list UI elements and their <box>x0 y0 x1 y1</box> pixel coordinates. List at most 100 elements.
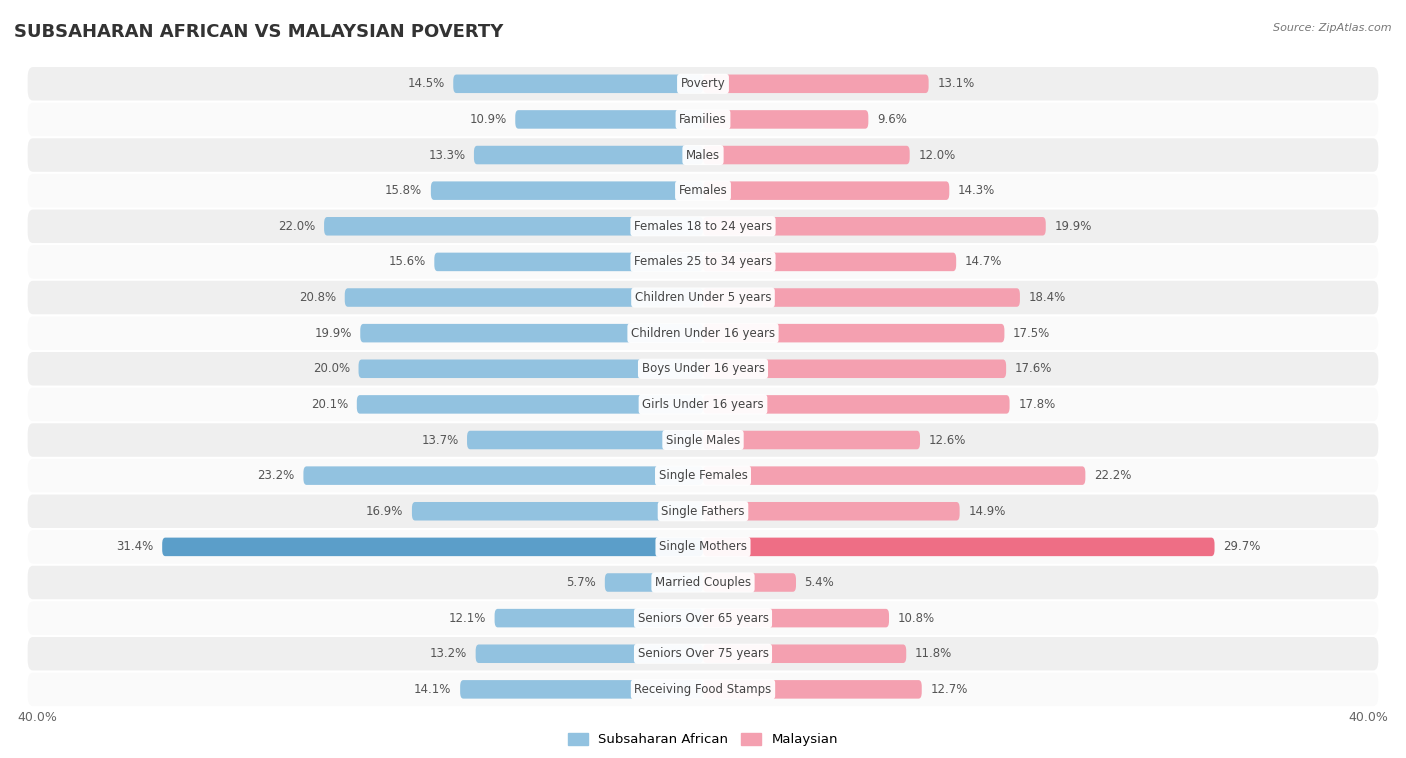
Text: 16.9%: 16.9% <box>366 505 404 518</box>
Text: 14.9%: 14.9% <box>969 505 1005 518</box>
Text: 31.4%: 31.4% <box>117 540 153 553</box>
Text: 17.8%: 17.8% <box>1018 398 1056 411</box>
FancyBboxPatch shape <box>430 181 703 200</box>
Text: Single Mothers: Single Mothers <box>659 540 747 553</box>
FancyBboxPatch shape <box>162 537 703 556</box>
Text: 10.8%: 10.8% <box>897 612 935 625</box>
Text: Single Males: Single Males <box>666 434 740 446</box>
FancyBboxPatch shape <box>605 573 703 592</box>
Text: 22.0%: 22.0% <box>278 220 315 233</box>
Text: 13.1%: 13.1% <box>938 77 974 90</box>
Text: 14.3%: 14.3% <box>957 184 995 197</box>
FancyBboxPatch shape <box>434 252 703 271</box>
FancyBboxPatch shape <box>703 110 869 129</box>
FancyBboxPatch shape <box>28 102 1378 136</box>
FancyBboxPatch shape <box>475 644 703 663</box>
Text: 14.1%: 14.1% <box>415 683 451 696</box>
FancyBboxPatch shape <box>28 387 1378 421</box>
FancyBboxPatch shape <box>28 67 1378 101</box>
Text: 11.8%: 11.8% <box>915 647 952 660</box>
Text: 22.2%: 22.2% <box>1094 469 1132 482</box>
FancyBboxPatch shape <box>703 74 928 93</box>
Text: Girls Under 16 years: Girls Under 16 years <box>643 398 763 411</box>
FancyBboxPatch shape <box>703 466 1085 485</box>
FancyBboxPatch shape <box>28 423 1378 457</box>
FancyBboxPatch shape <box>28 494 1378 528</box>
FancyBboxPatch shape <box>28 352 1378 386</box>
FancyBboxPatch shape <box>460 680 703 699</box>
Text: 12.7%: 12.7% <box>931 683 967 696</box>
FancyBboxPatch shape <box>703 431 920 449</box>
FancyBboxPatch shape <box>28 459 1378 493</box>
FancyBboxPatch shape <box>703 252 956 271</box>
FancyBboxPatch shape <box>28 565 1378 600</box>
Text: 14.5%: 14.5% <box>408 77 444 90</box>
Text: 17.6%: 17.6% <box>1015 362 1052 375</box>
FancyBboxPatch shape <box>344 288 703 307</box>
FancyBboxPatch shape <box>703 502 960 521</box>
Text: Receiving Food Stamps: Receiving Food Stamps <box>634 683 772 696</box>
Text: 40.0%: 40.0% <box>17 712 58 725</box>
FancyBboxPatch shape <box>28 637 1378 671</box>
FancyBboxPatch shape <box>474 146 703 164</box>
Text: 23.2%: 23.2% <box>257 469 295 482</box>
FancyBboxPatch shape <box>28 316 1378 350</box>
FancyBboxPatch shape <box>703 324 1004 343</box>
Text: Single Females: Single Females <box>658 469 748 482</box>
Text: 29.7%: 29.7% <box>1223 540 1261 553</box>
FancyBboxPatch shape <box>703 395 1010 414</box>
FancyBboxPatch shape <box>28 280 1378 315</box>
FancyBboxPatch shape <box>453 74 703 93</box>
Text: Source: ZipAtlas.com: Source: ZipAtlas.com <box>1274 23 1392 33</box>
FancyBboxPatch shape <box>360 324 703 343</box>
FancyBboxPatch shape <box>495 609 703 628</box>
FancyBboxPatch shape <box>323 217 703 236</box>
Text: 9.6%: 9.6% <box>877 113 907 126</box>
Text: 12.6%: 12.6% <box>928 434 966 446</box>
Text: Males: Males <box>686 149 720 161</box>
FancyBboxPatch shape <box>28 209 1378 243</box>
FancyBboxPatch shape <box>703 609 889 628</box>
Text: 20.0%: 20.0% <box>312 362 350 375</box>
Text: 14.7%: 14.7% <box>965 255 1002 268</box>
Text: SUBSAHARAN AFRICAN VS MALAYSIAN POVERTY: SUBSAHARAN AFRICAN VS MALAYSIAN POVERTY <box>14 23 503 41</box>
Text: 19.9%: 19.9% <box>315 327 352 340</box>
FancyBboxPatch shape <box>703 217 1046 236</box>
FancyBboxPatch shape <box>412 502 703 521</box>
Text: 13.3%: 13.3% <box>429 149 465 161</box>
Text: Seniors Over 75 years: Seniors Over 75 years <box>637 647 769 660</box>
Text: Females 25 to 34 years: Females 25 to 34 years <box>634 255 772 268</box>
FancyBboxPatch shape <box>28 601 1378 635</box>
Text: 5.4%: 5.4% <box>804 576 834 589</box>
Text: Children Under 16 years: Children Under 16 years <box>631 327 775 340</box>
FancyBboxPatch shape <box>703 181 949 200</box>
Text: Seniors Over 65 years: Seniors Over 65 years <box>637 612 769 625</box>
FancyBboxPatch shape <box>28 174 1378 208</box>
Text: 19.9%: 19.9% <box>1054 220 1091 233</box>
Legend: Subsaharan African, Malaysian: Subsaharan African, Malaysian <box>562 728 844 751</box>
Text: 17.5%: 17.5% <box>1012 327 1050 340</box>
FancyBboxPatch shape <box>515 110 703 129</box>
Text: Families: Families <box>679 113 727 126</box>
Text: 13.7%: 13.7% <box>422 434 458 446</box>
Text: 15.8%: 15.8% <box>385 184 422 197</box>
Text: Poverty: Poverty <box>681 77 725 90</box>
FancyBboxPatch shape <box>703 573 796 592</box>
Text: 40.0%: 40.0% <box>1348 712 1389 725</box>
Text: 20.8%: 20.8% <box>299 291 336 304</box>
FancyBboxPatch shape <box>703 537 1215 556</box>
FancyBboxPatch shape <box>28 138 1378 172</box>
Text: Married Couples: Married Couples <box>655 576 751 589</box>
Text: Females 18 to 24 years: Females 18 to 24 years <box>634 220 772 233</box>
FancyBboxPatch shape <box>28 245 1378 279</box>
Text: 10.9%: 10.9% <box>470 113 506 126</box>
Text: 12.1%: 12.1% <box>449 612 486 625</box>
FancyBboxPatch shape <box>703 644 907 663</box>
Text: 18.4%: 18.4% <box>1029 291 1066 304</box>
Text: Boys Under 16 years: Boys Under 16 years <box>641 362 765 375</box>
FancyBboxPatch shape <box>357 395 703 414</box>
Text: Children Under 5 years: Children Under 5 years <box>634 291 772 304</box>
FancyBboxPatch shape <box>703 288 1019 307</box>
Text: Single Fathers: Single Fathers <box>661 505 745 518</box>
FancyBboxPatch shape <box>467 431 703 449</box>
